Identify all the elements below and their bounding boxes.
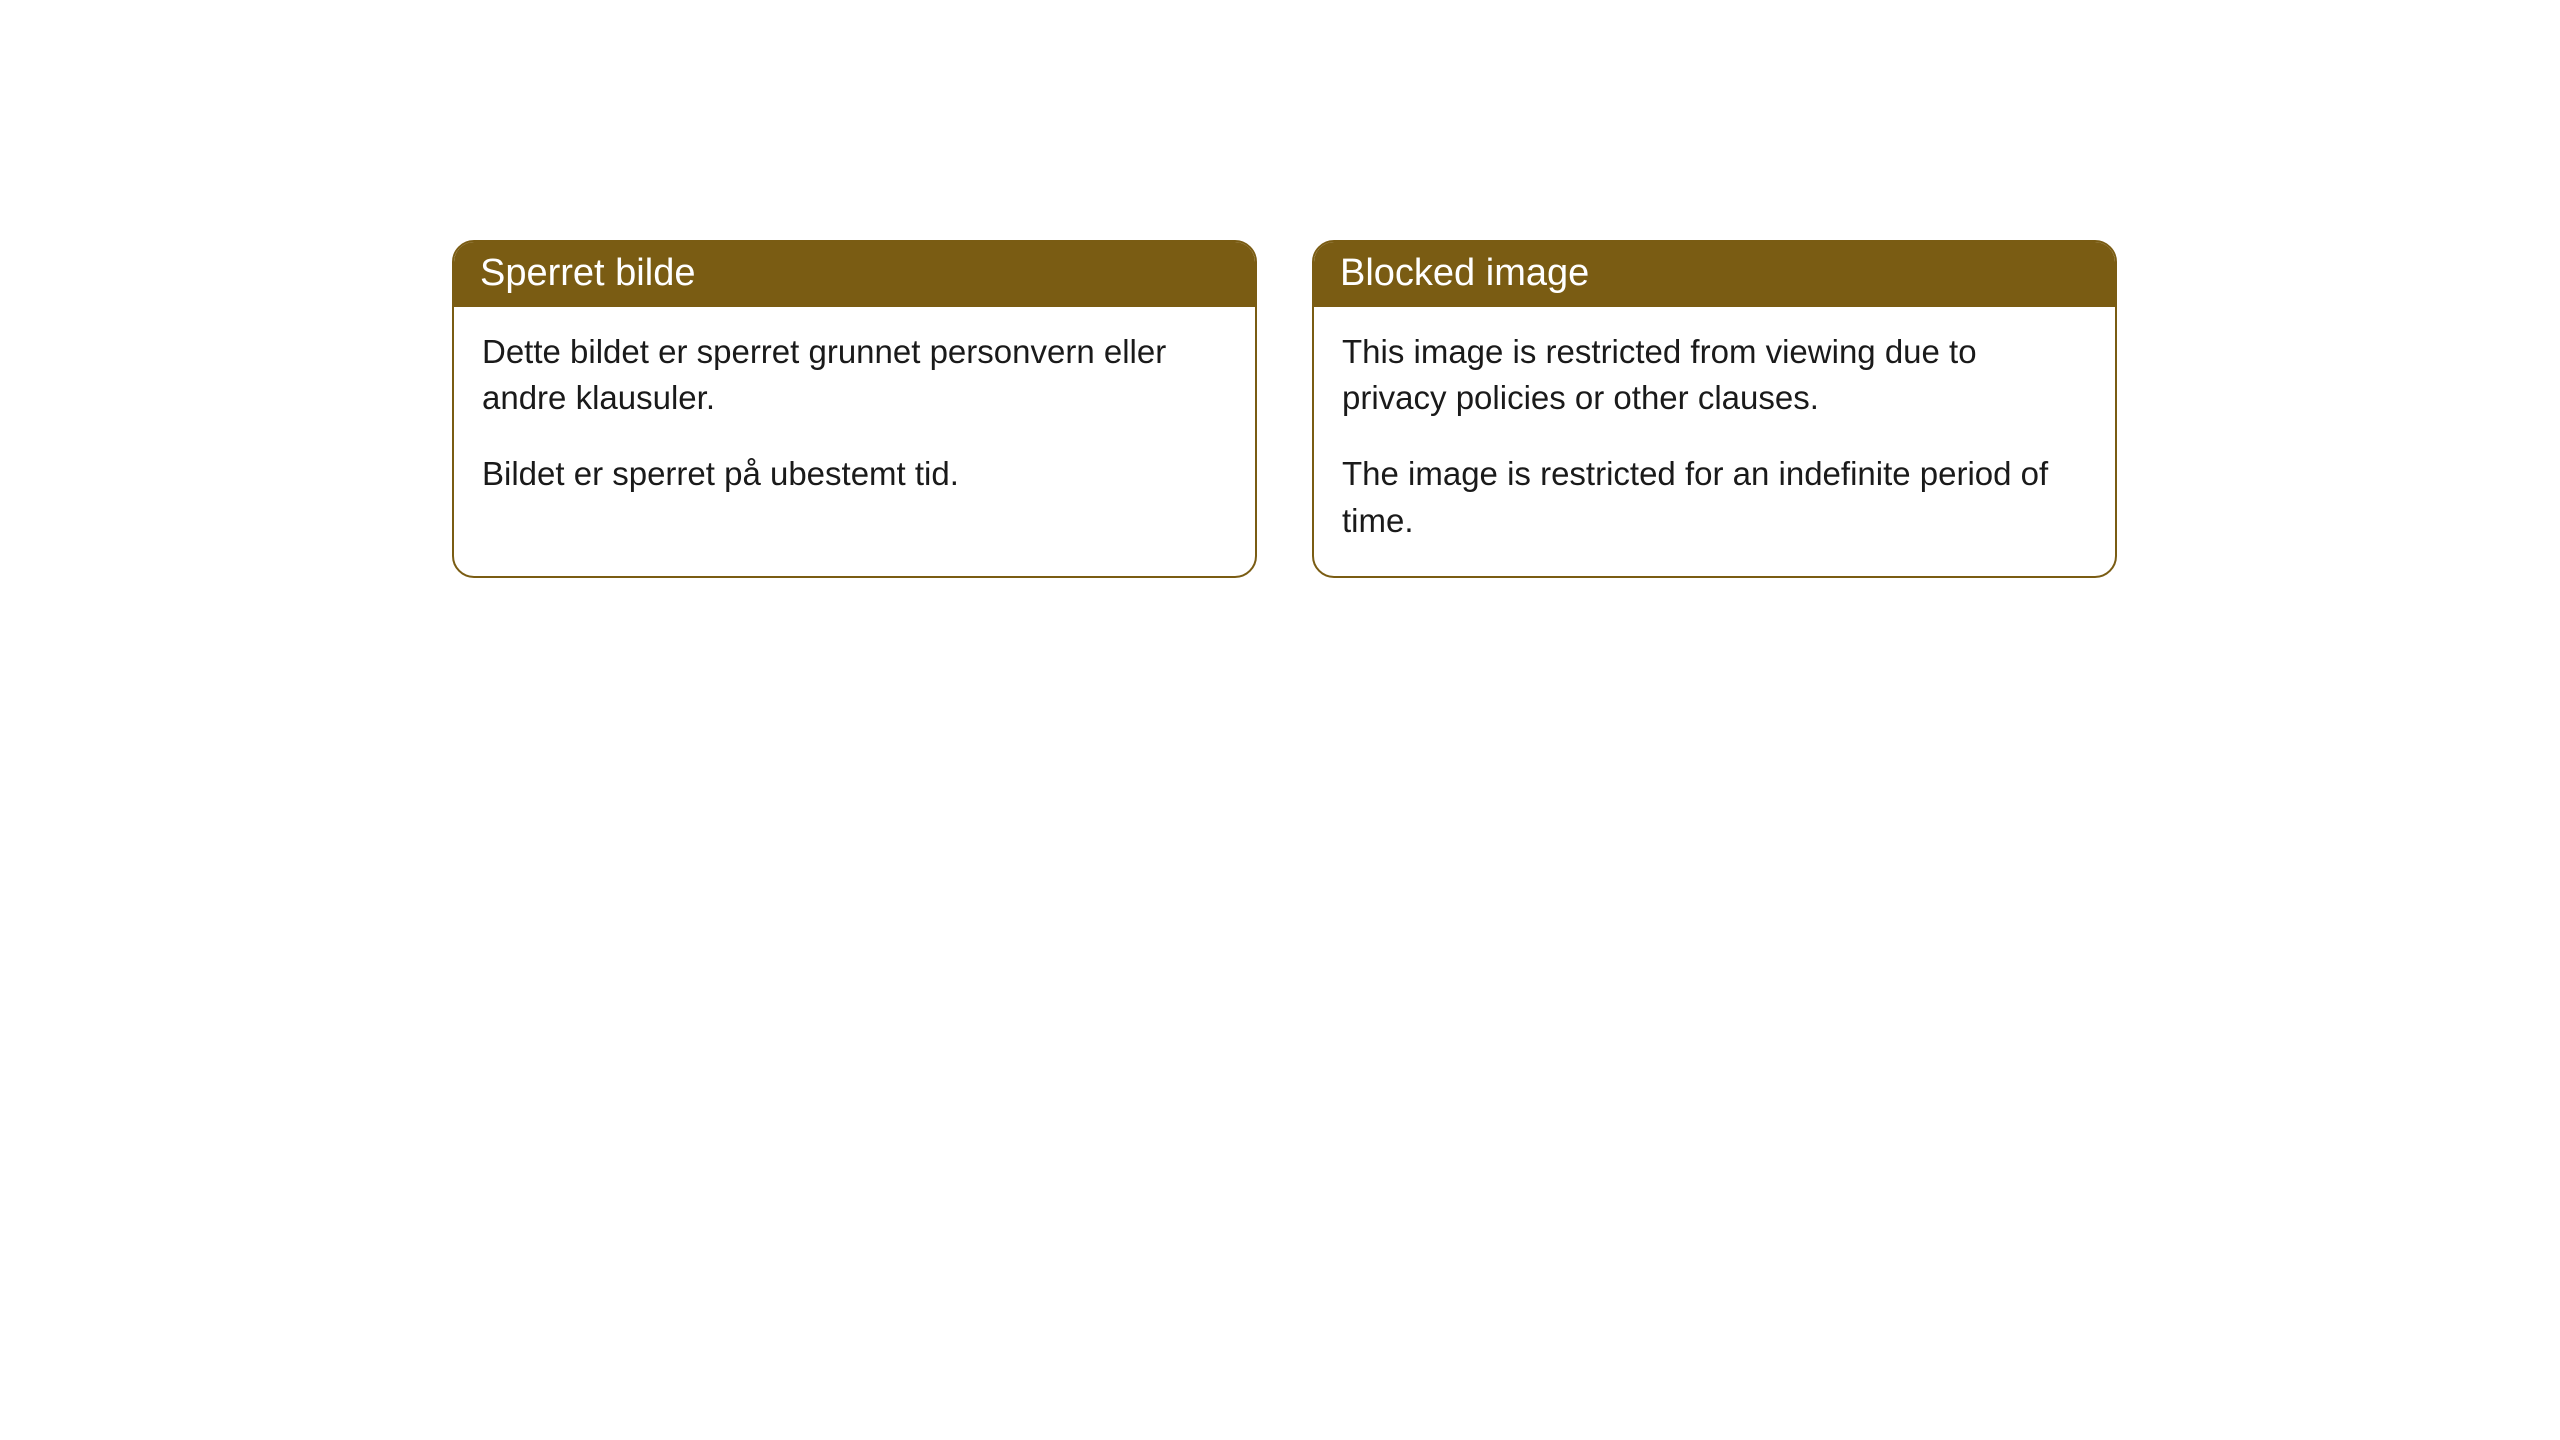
card-title: Blocked image xyxy=(1340,252,1589,294)
blocked-image-card-english: Blocked image This image is restricted f… xyxy=(1312,240,2117,578)
card-paragraph-1: Dette bildet er sperret grunnet personve… xyxy=(482,329,1227,421)
card-header: Sperret bilde xyxy=(454,242,1255,307)
card-body: This image is restricted from viewing du… xyxy=(1314,307,2115,576)
card-paragraph-2: The image is restricted for an indefinit… xyxy=(1342,451,2087,543)
card-header: Blocked image xyxy=(1314,242,2115,307)
card-paragraph-1: This image is restricted from viewing du… xyxy=(1342,329,2087,421)
card-body: Dette bildet er sperret grunnet personve… xyxy=(454,307,1255,530)
blocked-image-card-norwegian: Sperret bilde Dette bildet er sperret gr… xyxy=(452,240,1257,578)
notice-cards-container: Sperret bilde Dette bildet er sperret gr… xyxy=(0,0,2560,578)
card-paragraph-2: Bildet er sperret på ubestemt tid. xyxy=(482,451,1227,497)
card-title: Sperret bilde xyxy=(480,252,695,294)
